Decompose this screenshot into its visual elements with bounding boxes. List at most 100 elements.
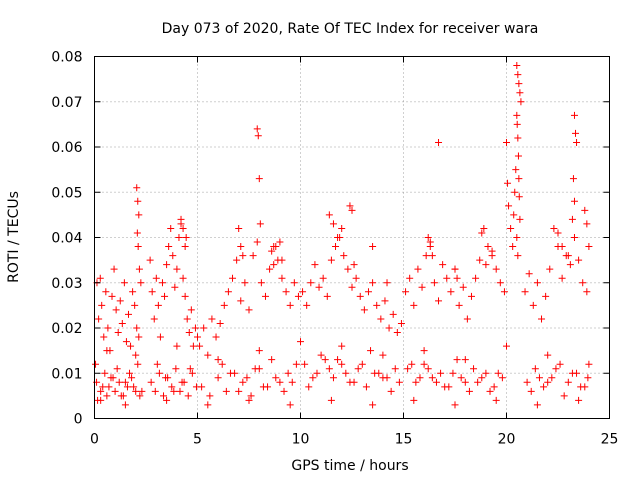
data-point (204, 351, 212, 359)
y-axis-label: ROTI / TECUs (6, 191, 22, 283)
data-point (514, 71, 522, 79)
data-point (148, 288, 156, 296)
data-point (222, 387, 230, 395)
data-point (266, 265, 274, 273)
data-point (212, 333, 220, 341)
data-point (381, 297, 389, 305)
data-point (371, 369, 379, 377)
data-point (182, 234, 190, 241)
data-point (137, 279, 145, 287)
data-point (319, 274, 327, 282)
data-point (185, 329, 193, 337)
data-point (278, 274, 286, 282)
data-point (299, 288, 307, 296)
data-point (570, 234, 578, 241)
data-point (387, 387, 395, 395)
data-point (154, 301, 162, 309)
data-point (516, 215, 524, 223)
x-tick-label: 5 (193, 432, 202, 448)
data-point (494, 369, 502, 377)
data-point (544, 351, 552, 359)
ticks-layer: 0 0.01 0.02 0.03 0.04 0.05 0.06 0.07 0.08 0 5 10 15 2… (51, 50, 618, 448)
data-point (255, 347, 263, 355)
data-point (583, 220, 591, 228)
data-point (478, 374, 486, 382)
data-point (579, 279, 587, 287)
data-point (406, 274, 414, 282)
data-point (198, 383, 206, 391)
data-point (535, 374, 543, 382)
data-point (451, 265, 459, 273)
data-point (204, 401, 212, 409)
data-point (515, 193, 523, 201)
y-tick-label: 0.01 (51, 366, 82, 382)
data-point (546, 265, 554, 273)
data-point (517, 98, 525, 106)
data-point (257, 279, 265, 287)
data-point (496, 279, 504, 287)
data-point (527, 387, 535, 395)
data-point (126, 369, 134, 377)
data-point (233, 256, 241, 264)
data-point (108, 292, 116, 300)
data-point (584, 374, 592, 382)
data-point (120, 279, 128, 287)
data-point (513, 111, 521, 119)
data-point (490, 383, 498, 391)
data-point (183, 315, 191, 323)
grid-layer (94, 56, 610, 419)
data-point (523, 378, 531, 386)
data-point (97, 396, 105, 404)
data-point (389, 310, 397, 318)
data-point (249, 252, 257, 260)
data-point (179, 274, 187, 282)
data-point (216, 319, 224, 327)
data-point (329, 374, 337, 382)
data-point (172, 365, 180, 373)
data-point (309, 374, 317, 382)
data-point (432, 378, 440, 386)
data-point (435, 297, 443, 305)
data-point (472, 274, 480, 282)
data-point (514, 152, 522, 160)
data-point (111, 387, 119, 395)
data-point (410, 301, 418, 309)
data-point (235, 387, 243, 395)
data-point (441, 383, 449, 391)
data-point (253, 238, 261, 246)
data-point (135, 211, 143, 219)
data-point (461, 378, 469, 386)
data-point (224, 288, 232, 296)
data-point (121, 378, 129, 386)
data-point (367, 347, 375, 355)
y-tick-label: 0.06 (51, 140, 82, 156)
data-point (482, 369, 490, 377)
data-point (360, 306, 368, 314)
data-point (256, 220, 264, 228)
data-point (509, 243, 517, 251)
data-point (286, 401, 294, 409)
data-point (147, 378, 155, 386)
data-point (379, 351, 387, 359)
data-point (104, 324, 112, 332)
data-point (344, 265, 352, 273)
data-point (420, 360, 428, 368)
data-point (461, 356, 469, 364)
data-point (424, 365, 432, 373)
data-point (422, 252, 430, 260)
data-point (585, 243, 593, 251)
data-point (449, 369, 457, 377)
data-point (151, 387, 159, 395)
data-point (531, 365, 539, 373)
data-point (426, 243, 434, 251)
data-point (492, 265, 500, 273)
data-point (383, 279, 391, 287)
data-point (237, 297, 245, 305)
data-point (558, 274, 566, 282)
data-point (500, 288, 508, 296)
data-point (134, 197, 142, 205)
x-tick-label: 15 (395, 432, 413, 448)
data-point (245, 396, 253, 404)
data-point (404, 365, 412, 373)
data-point (364, 288, 372, 296)
